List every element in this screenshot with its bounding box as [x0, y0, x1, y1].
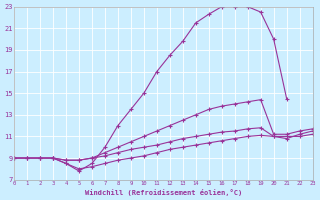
X-axis label: Windchill (Refroidissement éolien,°C): Windchill (Refroidissement éolien,°C) [85, 189, 242, 196]
